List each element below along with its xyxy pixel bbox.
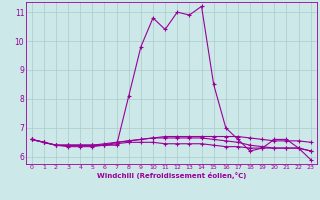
X-axis label: Windchill (Refroidissement éolien,°C): Windchill (Refroidissement éolien,°C)	[97, 172, 246, 179]
